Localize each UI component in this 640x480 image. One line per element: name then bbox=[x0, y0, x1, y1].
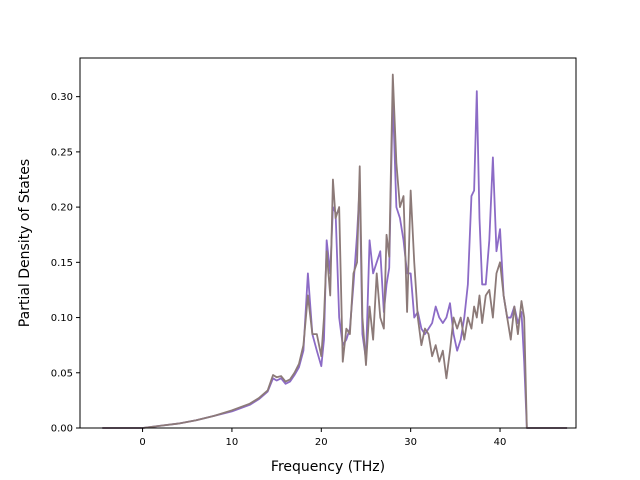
series-layer bbox=[102, 73, 568, 429]
y-tick-label: 0.30 bbox=[51, 92, 73, 103]
y-tick-label: 0.25 bbox=[51, 147, 73, 158]
x-tick-label: 0 bbox=[139, 437, 145, 448]
plot-area bbox=[80, 58, 576, 428]
y-tick-label: 0.05 bbox=[51, 368, 73, 379]
x-axis-ticks: 0 10 20 30 40 bbox=[139, 428, 506, 448]
series-line-2 bbox=[102, 73, 568, 429]
y-tick-label: 0.10 bbox=[51, 313, 73, 324]
x-tick-label: 20 bbox=[315, 437, 328, 448]
y-tick-label: 0.00 bbox=[51, 424, 73, 435]
series-line-1 bbox=[102, 90, 568, 429]
x-tick-label: 30 bbox=[404, 437, 417, 448]
y-tick-label: 0.20 bbox=[51, 203, 73, 214]
x-tick-label: 40 bbox=[494, 437, 507, 448]
y-axis-ticks: 0.00 0.05 0.10 0.15 0.20 0.25 0.30 bbox=[51, 92, 80, 435]
x-axis-title: Frequency (THz) bbox=[271, 459, 385, 475]
y-tick-label: 0.15 bbox=[51, 258, 73, 269]
plot-frame bbox=[79, 57, 577, 429]
y-axis-title: Partial Density of States bbox=[17, 159, 33, 327]
x-tick-label: 10 bbox=[226, 437, 239, 448]
